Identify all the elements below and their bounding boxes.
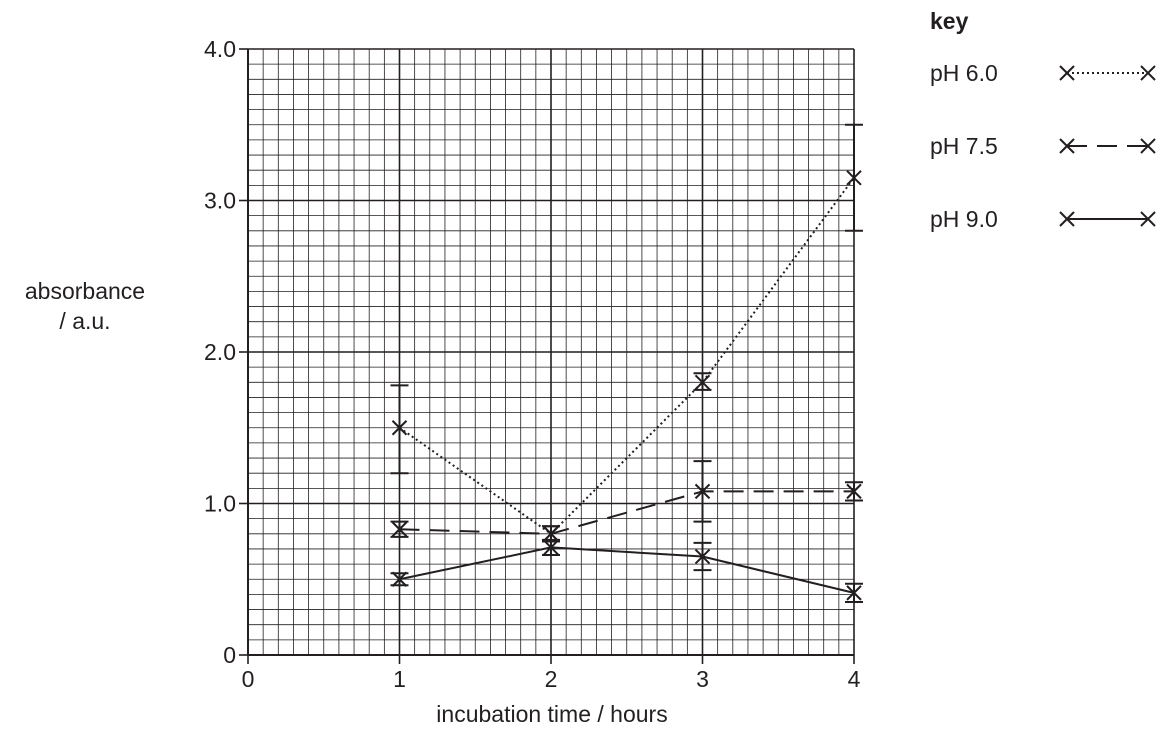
y-tick-label: 4.0 [204,36,236,62]
legend-marker [1059,65,1075,81]
x-axis-label: incubation time / hours [436,701,668,727]
y-axis-label-line-2: / a.u. [59,308,111,334]
legend-marker [1140,138,1156,154]
legend-marker [1059,138,1075,154]
series-3 [390,538,863,603]
data-point-marker [846,170,862,186]
series-layer [390,123,863,603]
data-point-marker [846,585,862,601]
x-tick-label: 0 [242,666,255,692]
data-point-marker [543,539,559,556]
y-axis-label: absorbance / a.u. [0,276,170,336]
legend-item-ph-6: pH 6.0 [930,60,998,86]
y-tick-label: 2.0 [204,339,236,365]
data-point-marker [391,521,408,537]
data-point-marker [694,374,711,391]
legend-marker [1140,65,1156,81]
legend-marker [1140,211,1156,227]
series-line [399,546,855,594]
series-line [399,490,854,535]
series-2 [390,460,863,543]
y-tick-label: 3.0 [204,188,236,214]
legend-item-ph-7-5: pH 7.5 [930,133,998,159]
x-tick-label: 2 [545,666,558,692]
y-axis-label-line-1: absorbance [24,278,146,304]
data-point-marker [694,548,711,565]
data-point-marker [391,420,408,436]
data-point-marker [391,571,408,587]
tick-labels: 0 1 2 3 4 0 1.0 2.0 3.0 4.0 [204,36,861,692]
series-line [398,177,855,536]
y-tick-label: 1.0 [204,491,236,517]
x-tick-label: 1 [393,666,406,692]
x-tick-label: 3 [696,666,709,692]
data-point-marker [694,483,711,500]
legend-lines [1059,65,1156,227]
legend-title: key [930,8,969,34]
x-tick-label: 4 [848,666,861,692]
data-point-marker [846,483,862,500]
legend-item-ph-9: pH 9.0 [930,206,998,232]
legend-marker [1059,211,1075,227]
data-point-marker [543,526,559,542]
y-tick-label: 0 [223,642,236,668]
